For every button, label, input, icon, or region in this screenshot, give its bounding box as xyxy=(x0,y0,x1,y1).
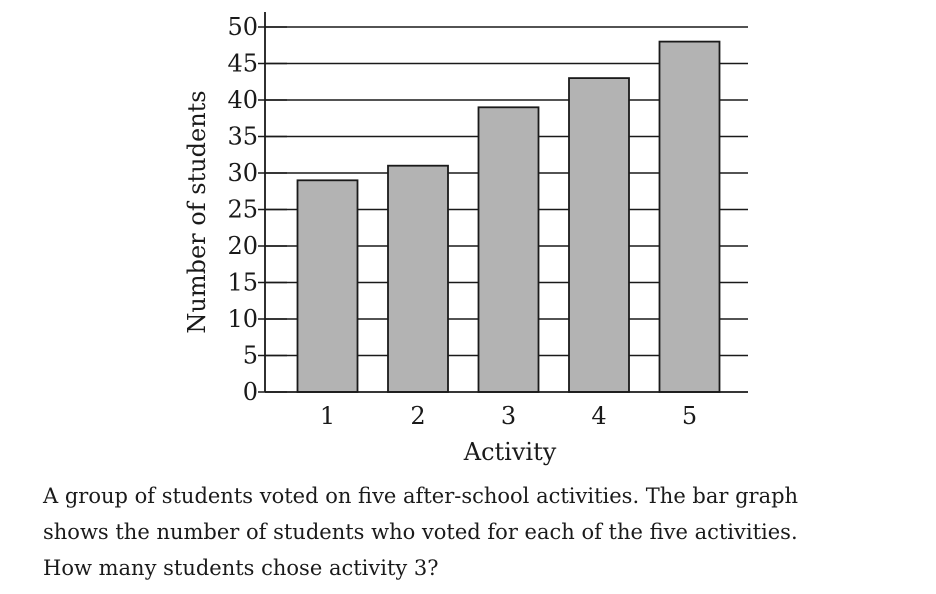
x-tick-label: 4 xyxy=(591,402,606,430)
x-tick-labels: 1 2 3 4 5 xyxy=(320,402,697,430)
question-line: shows the number of students who voted f… xyxy=(43,520,798,544)
bar-activity-2 xyxy=(387,164,449,393)
y-tick-labels: 0 5 10 15 20 25 30 35 40 45 50 xyxy=(227,13,258,406)
y-tick-label: 10 xyxy=(227,305,258,333)
y-tick-label: 20 xyxy=(227,232,258,260)
x-tick-label: 2 xyxy=(410,402,425,430)
question-text: A group of students voted on five after-… xyxy=(43,478,903,586)
y-tick-label: 50 xyxy=(227,13,258,41)
bar-activity-1 xyxy=(296,179,359,393)
x-axis-label: Activity xyxy=(463,438,557,466)
question-line: How many students chose activity 3? xyxy=(43,556,439,580)
bar-activity-4 xyxy=(568,77,630,393)
x-tick-label: 1 xyxy=(320,402,335,430)
y-tick-label: 5 xyxy=(243,342,258,370)
y-tick-label: 35 xyxy=(227,123,258,151)
bar-activity-3 xyxy=(477,106,540,393)
y-tick-label: 0 xyxy=(243,378,258,406)
y-tick-label: 25 xyxy=(227,196,258,224)
axes xyxy=(258,12,748,393)
question-line: A group of students voted on five after-… xyxy=(43,484,799,508)
y-tick-label: 45 xyxy=(227,50,258,78)
y-axis-label: Number of students xyxy=(183,90,211,333)
x-tick-label: 5 xyxy=(682,402,697,430)
y-tick-label: 30 xyxy=(227,159,258,187)
bar-activity-5 xyxy=(658,40,721,393)
y-tick-label: 15 xyxy=(227,269,258,297)
x-tick-label: 3 xyxy=(501,402,516,430)
y-tick-label: 40 xyxy=(227,86,258,114)
bars xyxy=(296,40,721,393)
